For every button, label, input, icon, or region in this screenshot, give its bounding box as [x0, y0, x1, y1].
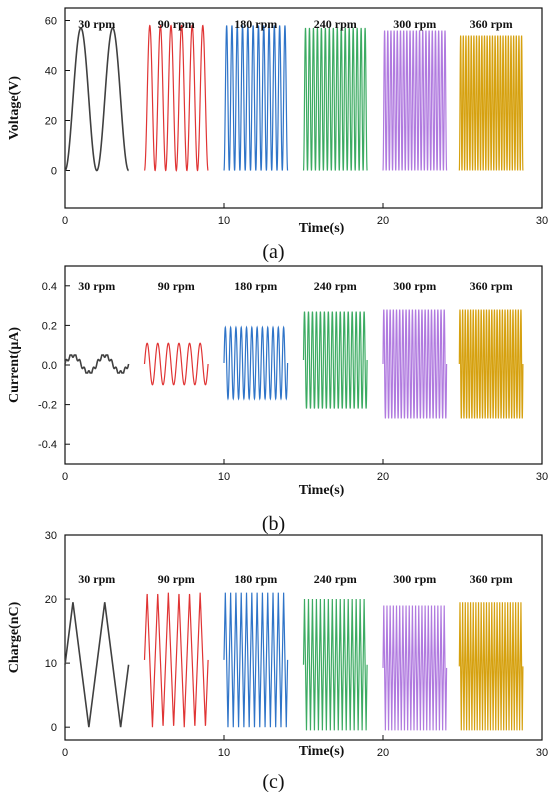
- series-label: 360 rpm: [470, 572, 513, 586]
- y-axis-label: Current(μA): [7, 327, 22, 403]
- series-label: 240 rpm: [314, 279, 357, 293]
- series-360-rpm: 360 rpm: [458, 17, 524, 171]
- plot-frame: [64, 534, 543, 741]
- series-label: 180 rpm: [234, 572, 277, 586]
- series-line: [458, 602, 524, 731]
- series-300-rpm: 300 rpm: [382, 279, 448, 419]
- series-label: 240 rpm: [314, 17, 357, 31]
- series-180-rpm: 180 rpm: [223, 279, 289, 401]
- x-tick-label: 0: [62, 471, 68, 483]
- series-label: 180 rpm: [234, 279, 277, 293]
- series-240-rpm: 240 rpm: [302, 572, 368, 731]
- x-tick-label: 10: [218, 747, 230, 759]
- x-tick-label: 10: [218, 215, 230, 227]
- series-90-rpm: 90 rpm: [143, 279, 209, 386]
- series-300-rpm: 300 rpm: [382, 17, 448, 171]
- y-tick-label: 40: [45, 66, 57, 78]
- series-label: 30 rpm: [78, 279, 115, 293]
- series-line: [64, 27, 129, 172]
- series-line: [302, 599, 368, 731]
- y-axis-label: Charge(nC): [7, 601, 22, 673]
- series-line: [223, 592, 289, 728]
- x-tick-label: 30: [536, 747, 548, 759]
- series-line: [64, 354, 130, 374]
- series-30-rpm: 30 rpm: [64, 572, 130, 728]
- y-tick-label: -0.4: [38, 439, 57, 451]
- panel-label: (b): [262, 513, 285, 535]
- y-tick-label: 10: [45, 658, 57, 670]
- series-label: 90 rpm: [158, 17, 195, 31]
- y-tick-label: 20: [45, 594, 57, 606]
- x-axis-label: Time(s): [299, 744, 345, 759]
- y-tick-label: 20: [45, 116, 57, 128]
- y-tick-label: 0: [51, 722, 57, 734]
- series-line: [382, 605, 448, 731]
- series-line: [458, 309, 524, 419]
- panel-label: (c): [262, 771, 284, 792]
- series-90-rpm: 90 rpm: [143, 572, 209, 728]
- series-label: 360 rpm: [470, 279, 513, 293]
- series-label: 300 rpm: [393, 279, 436, 293]
- series-line: [382, 309, 448, 419]
- panel-label: (a): [262, 241, 284, 263]
- series-label: 30 rpm: [78, 17, 115, 31]
- y-tick-label: 0.4: [42, 281, 57, 293]
- series-90-rpm: 90 rpm: [143, 17, 209, 172]
- x-tick-label: 20: [377, 215, 389, 227]
- series-line: [64, 602, 130, 728]
- x-axis-label: Time(s): [299, 483, 345, 498]
- x-tick-label: 30: [536, 471, 548, 483]
- y-axis-label: Voltage(V): [7, 76, 22, 140]
- series-30-rpm: 30 rpm: [64, 279, 130, 374]
- panel-3: 0 10 20 30 0 10 20 30 Time(s) Charge(nC) (c) 30 rpm…: [7, 530, 548, 792]
- series-300-rpm: 300 rpm: [382, 572, 448, 731]
- series-line: [223, 25, 289, 171]
- series-line: [143, 24, 209, 172]
- y-tick-label: 0.2: [42, 320, 57, 332]
- panel-1: 0 10 20 30 0 20 40 60 Time(s) Voltage(V) (a) 30 rpm…: [7, 7, 548, 263]
- x-tick-label: 20: [377, 747, 389, 759]
- y-tick-label: 30: [45, 530, 57, 542]
- series-line: [223, 325, 289, 401]
- y-tick-label: 0.0: [42, 360, 57, 372]
- series-30-rpm: 30 rpm: [64, 17, 129, 172]
- y-tick-label: 60: [45, 16, 57, 28]
- series-line: [143, 342, 209, 386]
- series-label: 180 rpm: [234, 17, 277, 31]
- x-axis-label: Time(s): [299, 221, 345, 236]
- panel-2: 0 10 20 30 -0.4 -0.2 0.0 0.2 0.4 Time(s) Current(μ…: [7, 265, 548, 535]
- series-label: 300 rpm: [393, 572, 436, 586]
- x-tick-label: 10: [218, 471, 230, 483]
- series-240-rpm: 240 rpm: [302, 279, 368, 409]
- series-line: [302, 27, 368, 171]
- series-180-rpm: 180 rpm: [223, 572, 289, 728]
- series-240-rpm: 240 rpm: [302, 17, 368, 171]
- series-label: 300 rpm: [393, 17, 436, 31]
- series-label: 360 rpm: [470, 17, 513, 31]
- series-label: 90 rpm: [158, 279, 195, 293]
- series-360-rpm: 360 rpm: [458, 572, 524, 731]
- series-180-rpm: 180 rpm: [223, 17, 289, 171]
- series-line: [302, 311, 368, 409]
- series-label: 30 rpm: [78, 572, 115, 586]
- x-tick-label: 0: [62, 215, 68, 227]
- plot-frame: [64, 7, 543, 209]
- x-tick-label: 20: [377, 471, 389, 483]
- series-line: [143, 592, 209, 728]
- y-tick-label: 0: [51, 166, 57, 178]
- series-line: [458, 35, 524, 171]
- y-tick-label: -0.2: [38, 400, 57, 412]
- x-tick-label: 0: [62, 747, 68, 759]
- series-label: 90 rpm: [158, 572, 195, 586]
- series-line: [382, 30, 448, 171]
- series-360-rpm: 360 rpm: [458, 279, 524, 419]
- series-label: 240 rpm: [314, 572, 357, 586]
- x-tick-label: 30: [536, 215, 548, 227]
